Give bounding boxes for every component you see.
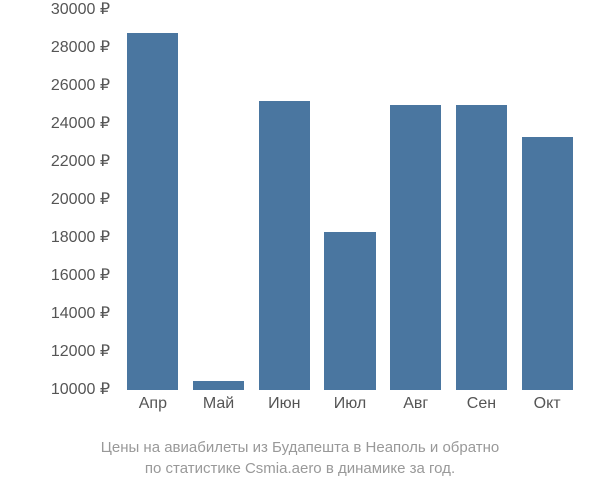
y-tick-label: 28000 ₽ xyxy=(20,40,110,56)
plot-area xyxy=(120,10,580,390)
x-tick-label: Сен xyxy=(467,395,496,413)
bar xyxy=(127,33,178,390)
y-tick-label: 22000 ₽ xyxy=(20,154,110,170)
caption-line1: Цены на авиабилеты из Будапешта в Неапол… xyxy=(101,439,499,456)
x-tick-label: Авг xyxy=(403,395,428,413)
chart-caption: Цены на авиабилеты из Будапешта в Неапол… xyxy=(0,437,600,481)
bar xyxy=(522,137,573,390)
y-tick-label: 14000 ₽ xyxy=(20,306,110,322)
price-chart: 10000 ₽ 12000 ₽ 14000 ₽ 16000 ₽ 18000 ₽ 20000… xyxy=(20,10,580,410)
y-tick-label: 10000 ₽ xyxy=(20,382,110,398)
y-tick-label: 24000 ₽ xyxy=(20,116,110,132)
y-tick-label: 26000 ₽ xyxy=(20,78,110,94)
x-axis: Апр Май Июн Июл Авг Сен Окт xyxy=(120,395,580,417)
bar xyxy=(390,105,441,390)
y-tick-label: 16000 ₽ xyxy=(20,268,110,284)
y-tick-label: 18000 ₽ xyxy=(20,230,110,246)
bar xyxy=(324,232,375,390)
x-tick-label: Май xyxy=(203,395,234,413)
x-tick-label: Июн xyxy=(268,395,300,413)
caption-line2: по статистике Csmia.aero в динамике за г… xyxy=(145,460,455,477)
y-tick-label: 12000 ₽ xyxy=(20,344,110,360)
x-tick-label: Июл xyxy=(334,395,366,413)
bar xyxy=(259,101,310,390)
x-tick-label: Окт xyxy=(534,395,561,413)
x-tick-label: Апр xyxy=(139,395,167,413)
bar xyxy=(456,105,507,390)
y-tick-label: 20000 ₽ xyxy=(20,192,110,208)
y-axis: 10000 ₽12000 ₽14000 ₽16000 ₽18000 ₽20000… xyxy=(20,10,110,390)
y-tick-label: 30000 ₽ xyxy=(20,2,110,18)
bar xyxy=(193,381,244,391)
